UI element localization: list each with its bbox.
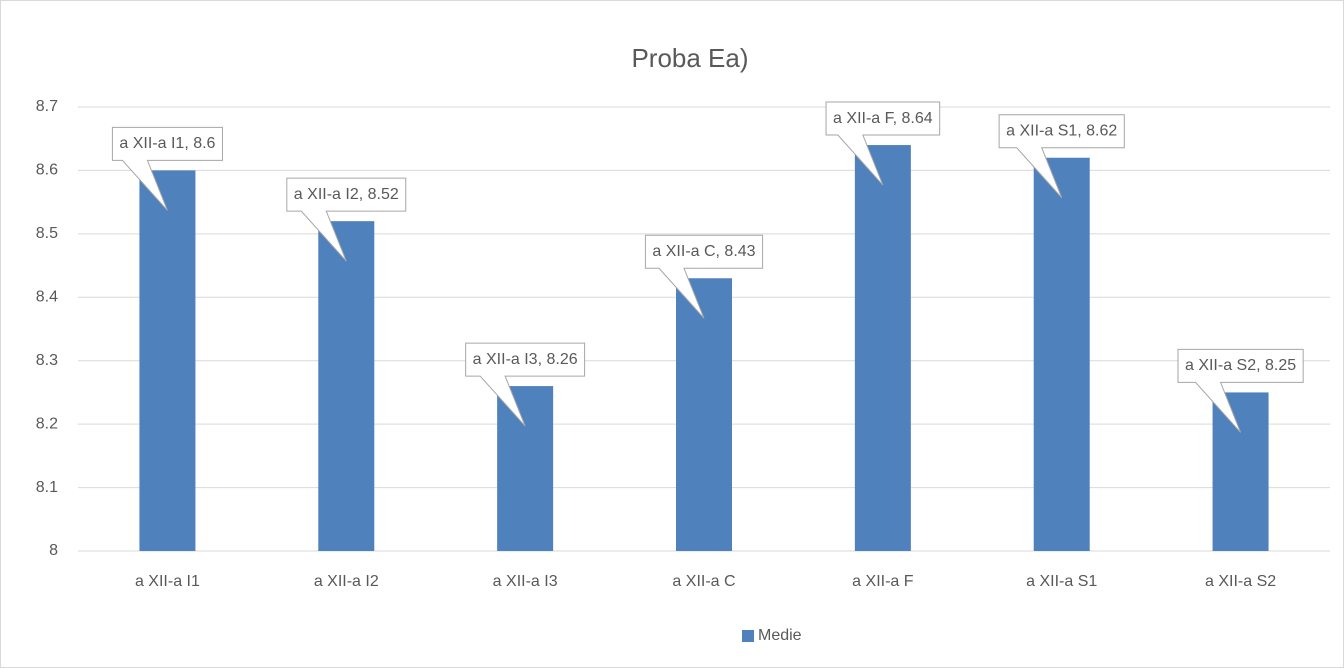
data-label: a XII-a S2, 8.25 [1185,357,1296,374]
legend-label: Medie [758,627,802,644]
bar [1212,392,1269,551]
data-label-callout [1177,348,1304,433]
data-label: a XII-a I2, 8.52 [294,186,399,203]
y-tick-label: 8.1 [36,479,58,496]
data-label: a XII-a I1, 8.6 [119,135,215,152]
bar [318,221,375,551]
y-tick-label: 8.4 [36,289,58,306]
x-tick-label: a XII-a I2 [314,573,379,590]
data-label-callout [644,234,764,319]
y-tick-label: 8.6 [36,162,58,179]
x-tick-label: a XII-a S1 [1026,573,1097,590]
y-tick-label: 8.5 [36,225,58,242]
data-label-callout [825,101,941,186]
data-label-callout [111,126,223,211]
chart-title: Proba Ea) [631,43,748,73]
x-tick-label: a XII-a F [852,573,914,590]
data-label: a XII-a S1, 8.62 [1006,122,1117,139]
x-tick-label: a XII-a I3 [493,573,558,590]
y-tick-label: 8.3 [36,352,58,369]
y-tick-label: 8 [49,542,58,559]
legend-swatch [742,630,754,642]
y-tick-label: 8.2 [36,415,58,432]
x-tick-label: a XII-a I1 [135,573,200,590]
data-label: a XII-a I3, 8.26 [473,351,578,368]
bar [139,170,196,551]
data-label: a XII-a C, 8.43 [652,243,755,260]
bar [854,145,911,552]
bar [676,278,732,551]
data-label-callout [286,177,407,262]
y-tick-label: 8.7 [36,98,58,115]
bar [497,386,554,551]
data-label: a XII-a F, 8.64 [833,110,933,127]
data-label-callout [998,114,1125,199]
x-tick-label: a XII-a C [672,573,735,590]
data-label-callout [465,342,586,427]
x-tick-label: a XII-a S2 [1205,573,1276,590]
bar [1033,157,1090,551]
